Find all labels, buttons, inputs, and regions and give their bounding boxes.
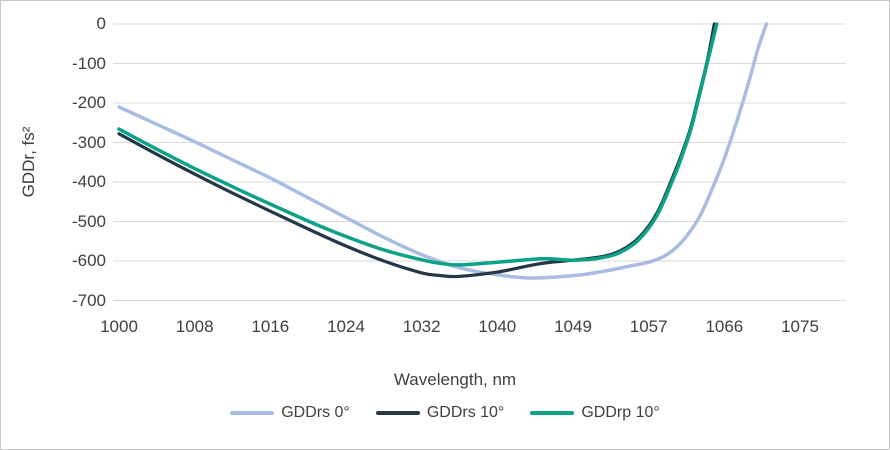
x-tick-label-1024: 1024 bbox=[327, 317, 365, 336]
y-tick-label--100: -100 bbox=[71, 53, 106, 73]
series-line-gddrs-0 bbox=[117, 22, 769, 280]
legend-label-gddrp-10: GDDrp 10° bbox=[581, 404, 660, 421]
legend-swatch-gddrs-10 bbox=[375, 411, 420, 415]
y-tick-label--200: -200 bbox=[71, 93, 106, 112]
x-axis-title: Wavelength, nm bbox=[393, 370, 517, 389]
legend: GDDrs 0° GDDrs 10° GDDrp 10° bbox=[1, 404, 889, 422]
y-tick-label--500: -500 bbox=[71, 211, 106, 231]
y-tick-label--400: -400 bbox=[71, 172, 106, 191]
y-tick-label--300: -300 bbox=[71, 132, 106, 152]
x-tick-label-1075: 1075 bbox=[781, 317, 819, 336]
x-tick-label-1016: 1016 bbox=[251, 317, 290, 336]
legend-item-gddrs-10: GDDrs 10° bbox=[375, 404, 505, 422]
series-line-gddrp-10 bbox=[117, 22, 719, 267]
y-tick-label-0: 0 bbox=[96, 14, 106, 33]
y-tick-label--700: -700 bbox=[71, 290, 106, 310]
y-tick-label--600: -600 bbox=[71, 251, 106, 270]
series-line-gddrs-10 bbox=[117, 22, 716, 279]
x-tick-label-1008: 1008 bbox=[175, 317, 214, 336]
x-tick-label-1057: 1057 bbox=[629, 317, 668, 336]
x-tick-label-1066: 1066 bbox=[705, 317, 744, 336]
legend-label-gddrs-0: GDDrs 0° bbox=[281, 404, 350, 421]
x-tick-label-1049: 1049 bbox=[554, 317, 592, 336]
legend-label-gddrs-10: GDDrs 10° bbox=[426, 404, 505, 421]
x-tick-label-1040: 1040 bbox=[478, 317, 517, 336]
legend-swatch-gddrs-0 bbox=[230, 411, 275, 415]
x-tick-label-1000: 1000 bbox=[100, 317, 138, 336]
legend-swatch-gddrp-10 bbox=[530, 411, 575, 415]
legend-item-gddrs-0: GDDrs 0° bbox=[230, 404, 350, 422]
legend-item-gddrp-10: GDDrp 10° bbox=[530, 404, 660, 422]
x-tick-label-1032: 1032 bbox=[402, 317, 441, 336]
y-axis-title: GDDr, fs² bbox=[19, 126, 38, 198]
